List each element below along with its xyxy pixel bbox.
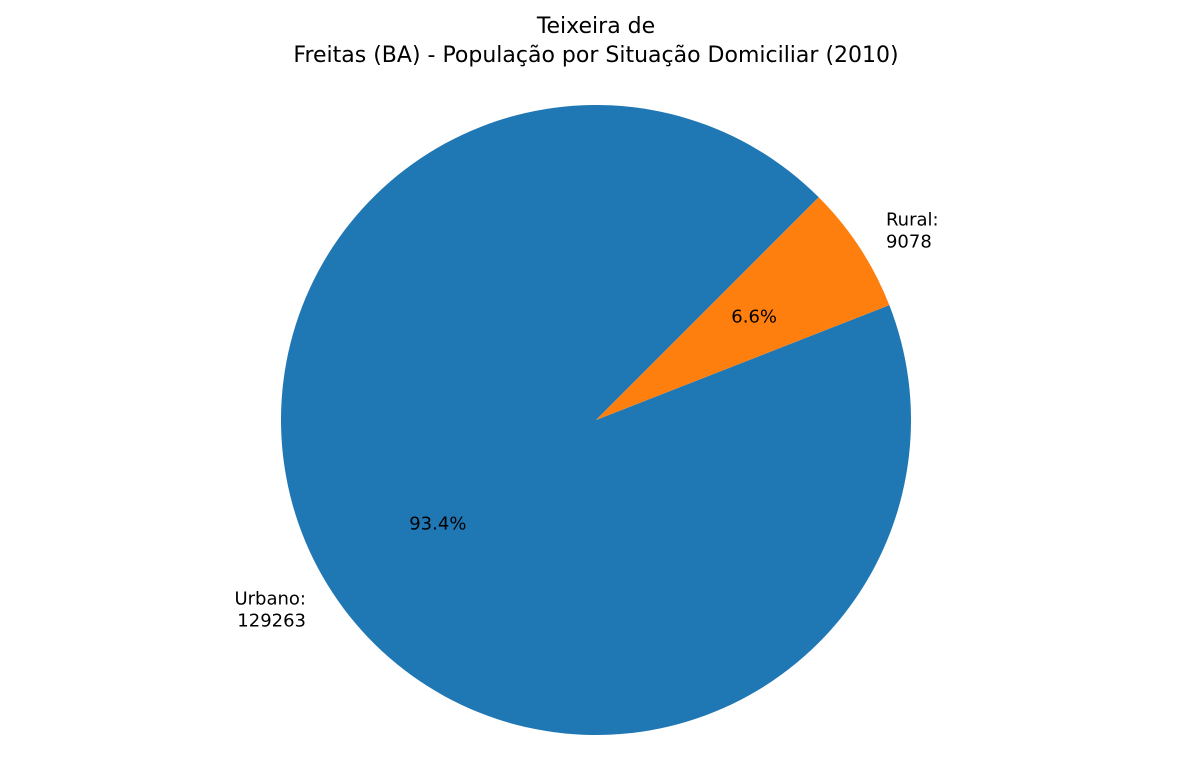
slice-percent-rural: 6.6% [731, 307, 777, 328]
slice-label-rural: Rural: 9078 [886, 209, 939, 252]
slice-label-urbano: Urbano: 129263 [234, 589, 306, 632]
chart-title: Teixeira de Freitas (BA) - População por… [293, 14, 898, 68]
pie-slices [280, 104, 911, 735]
slice-percent-urbano: 93.4% [409, 513, 466, 534]
slice-label-line: Urbano: [234, 589, 306, 610]
slice-label-line: 9078 [886, 231, 932, 252]
pie-slice-rural [596, 197, 890, 420]
pie-slice-urbano [280, 104, 911, 735]
chart-title-line-1: Teixeira de [536, 14, 655, 39]
slice-label-line: Rural: [886, 209, 939, 230]
chart-title-line-2: Freitas (BA) - População por Situação Do… [293, 43, 898, 68]
pie-labels: Urbano: 129263 93.4% Rural: 9078 6.6% [234, 209, 938, 631]
slice-label-line: 129263 [237, 611, 306, 632]
